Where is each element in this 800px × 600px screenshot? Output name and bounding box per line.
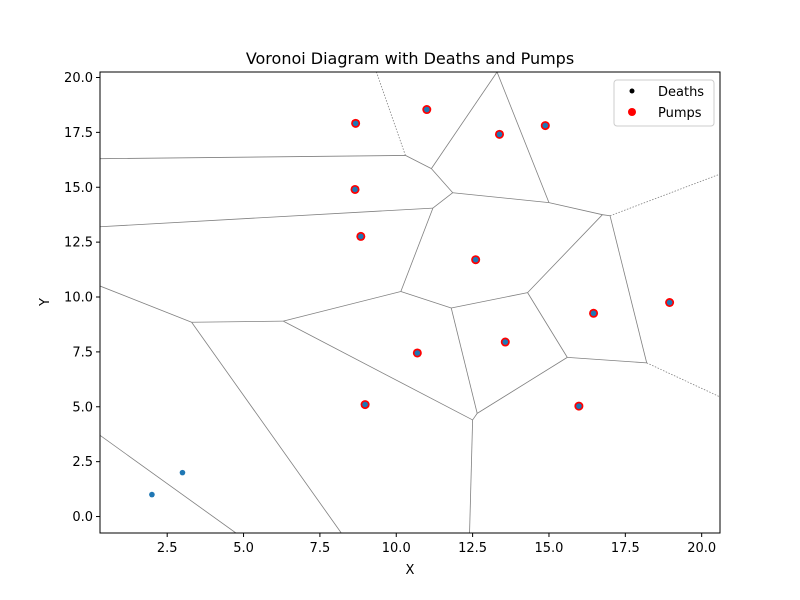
y-tick-label: 20.0 [64, 71, 93, 86]
voronoi-edge [400, 207, 434, 292]
death-point [542, 122, 549, 129]
death-point [352, 186, 358, 193]
voronoi-edge [431, 72, 498, 169]
voronoi-edge [400, 291, 452, 309]
voronoi-edge [100, 155, 406, 160]
voronoi-edge [476, 357, 568, 414]
x-tick-label: 17.5 [611, 541, 640, 556]
voronoi-edge [405, 155, 432, 169]
y-tick-label: 7.5 [72, 345, 93, 360]
voronoi-edge [472, 413, 478, 421]
legend: Deaths Pumps [613, 79, 715, 127]
x-tick-label: 12.5 [458, 541, 487, 556]
voronoi-edge [609, 215, 648, 363]
voronoi-edge [100, 207, 433, 228]
voronoi-edge [431, 168, 454, 194]
voronoi-edge [191, 322, 342, 533]
x-tick-label: 15.0 [534, 541, 563, 556]
death-point [666, 299, 673, 306]
y-tick-label: 17.5 [64, 126, 93, 141]
voronoi-edge [191, 320, 284, 323]
legend-label-pumps: Pumps [658, 106, 702, 121]
legend-box [613, 79, 715, 127]
voronoi-edges [100, 72, 720, 533]
x-tick-label: 2.5 [157, 541, 178, 556]
death-point [576, 403, 582, 409]
voronoi-edge [432, 192, 454, 209]
y-axis-label: Y [38, 298, 53, 307]
x-tick-label: 10.0 [382, 541, 411, 556]
voronoi-edge [469, 419, 474, 533]
voronoi-edge [527, 292, 568, 358]
voronoi-edge [496, 72, 550, 203]
chart-title: Voronoi Diagram with Deaths and Pumps [246, 49, 574, 68]
death-point [362, 401, 368, 408]
legend-marker-pumps [628, 108, 636, 116]
plot-frame [99, 71, 721, 534]
scatter-points [149, 105, 675, 498]
y-tick-label: 2.5 [72, 455, 93, 470]
voronoi-edge [452, 192, 550, 204]
voronoi-edge [451, 292, 528, 309]
death-point [502, 339, 509, 345]
death-point [179, 469, 186, 476]
voronoi-edge [602, 214, 611, 217]
y-tick-label: 15.0 [64, 181, 93, 196]
x-tick-label: 20.0 [687, 541, 716, 556]
death-point [414, 350, 421, 356]
legend-marker-deaths [629, 88, 635, 94]
voronoi-edge [527, 214, 603, 293]
death-point [590, 310, 597, 317]
voronoi-edge [567, 356, 647, 364]
y-tick-label: 0.0 [72, 510, 93, 525]
death-point [352, 120, 359, 127]
x-axis-ticks: 2.5 5.0 7.5 10.0 12.5 15.0 17.5 20.0 [157, 533, 716, 556]
death-point [358, 233, 364, 240]
death-point [496, 131, 503, 138]
voronoi-edge [100, 285, 192, 323]
y-tick-label: 10.0 [64, 291, 93, 306]
x-tick-label: 5.0 [233, 541, 254, 556]
death-point [423, 106, 430, 113]
death-point [149, 491, 155, 498]
death-point [472, 256, 479, 263]
voronoi-edge-infinite [646, 362, 720, 398]
y-tick-label: 12.5 [64, 236, 93, 251]
voronoi-edge [283, 320, 473, 421]
voronoi-edge [100, 434, 237, 533]
voronoi-edge [548, 202, 603, 216]
voronoi-edge [450, 307, 478, 414]
x-tick-label: 7.5 [310, 541, 331, 556]
x-axis-label: X [406, 563, 415, 578]
y-tick-label: 5.0 [72, 400, 93, 415]
y-axis-ticks: 0.0 2.5 5.0 7.5 10.0 12.5 15.0 17.5 20.0 [64, 71, 100, 525]
legend-label-deaths: Deaths [658, 85, 704, 100]
voronoi-edge [283, 291, 401, 322]
